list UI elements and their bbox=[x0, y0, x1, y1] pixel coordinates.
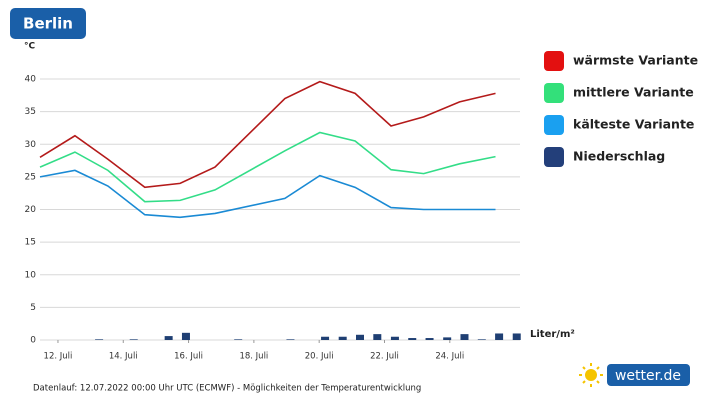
logo-box bbox=[607, 364, 690, 386]
x-tick-label: 24. Juli bbox=[435, 352, 464, 362]
bar bbox=[164, 336, 173, 340]
bar bbox=[338, 336, 347, 340]
x-tick-label: 20. Juli bbox=[305, 352, 334, 362]
y-unit: °C bbox=[24, 42, 36, 52]
legend-label: mittlere Variante bbox=[573, 85, 694, 100]
precip-unit: Liter/m² bbox=[530, 329, 575, 340]
y-tick-label: 35 bbox=[25, 107, 36, 117]
x-tick-label: 18. Juli bbox=[239, 352, 268, 362]
x-tick-label: 12. Juli bbox=[44, 352, 73, 362]
x-tick-label: 16. Juli bbox=[174, 352, 203, 362]
bar bbox=[495, 333, 504, 340]
legend-label: kälteste Variante bbox=[573, 117, 694, 132]
legend-swatch bbox=[544, 51, 564, 71]
y-tick-label: 0 bbox=[30, 336, 36, 346]
y-tick-label: 30 bbox=[25, 140, 37, 150]
bar bbox=[425, 338, 434, 340]
y-tick-label: 20 bbox=[25, 205, 37, 215]
line bbox=[39, 131, 496, 203]
y-tick-label: 25 bbox=[25, 172, 36, 182]
line bbox=[39, 169, 496, 219]
bar bbox=[129, 339, 138, 340]
x-tick-label: 14. Juli bbox=[109, 352, 138, 362]
bar bbox=[356, 334, 364, 340]
legend-swatch bbox=[544, 83, 564, 103]
sun bbox=[585, 369, 597, 381]
bar bbox=[512, 333, 521, 340]
legend-label: Niederschlag bbox=[573, 149, 665, 164]
y-tick-label: 5 bbox=[30, 303, 36, 313]
y-tick-label: 15 bbox=[25, 238, 36, 248]
bar bbox=[373, 334, 382, 340]
bar bbox=[460, 334, 469, 340]
legend-label: wärmste Variante bbox=[573, 53, 698, 68]
bar bbox=[234, 339, 243, 340]
legend-swatch bbox=[544, 115, 564, 135]
bar bbox=[408, 338, 417, 340]
sun-rays bbox=[579, 363, 603, 387]
footer: Datenlauf: 12.07.2022 00:00 Uhr UTC (ECM… bbox=[33, 384, 421, 394]
y-tick-label: 40 bbox=[25, 75, 37, 85]
bar bbox=[390, 336, 399, 340]
y-tick-label: 10 bbox=[25, 270, 37, 280]
x-tick-label: 22. Juli bbox=[370, 352, 399, 362]
bar bbox=[181, 332, 190, 340]
bar bbox=[321, 336, 330, 340]
logo: wetter.de bbox=[579, 363, 690, 387]
title-box bbox=[10, 8, 86, 39]
line bbox=[39, 80, 496, 189]
bar bbox=[286, 339, 295, 340]
legend-swatch bbox=[544, 147, 564, 167]
bar bbox=[443, 337, 452, 340]
bar bbox=[95, 339, 104, 340]
bar bbox=[477, 339, 486, 340]
chart-title: Berlin bbox=[23, 15, 73, 33]
logo-text: wetter.de bbox=[615, 368, 681, 384]
